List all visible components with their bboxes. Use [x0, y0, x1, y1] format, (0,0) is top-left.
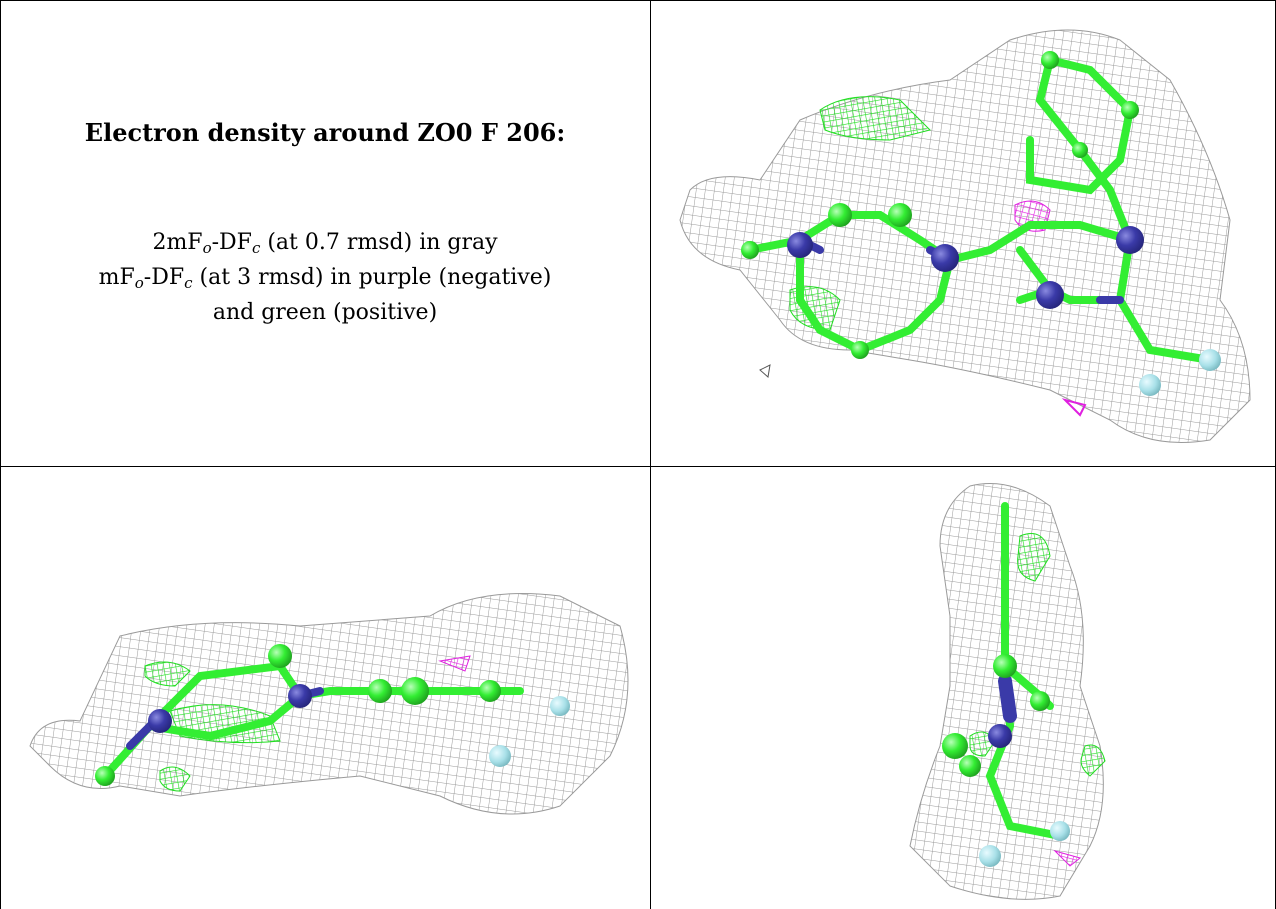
atom-carbon	[828, 203, 852, 227]
legend-line-fofc: mFo-DFc (at 3 rmsd) in purple (negative)	[98, 265, 552, 292]
table-rule	[650, 0, 651, 909]
density-render-3	[909, 483, 1106, 900]
density-view-end	[650, 466, 1276, 909]
atom-carbon	[959, 755, 981, 777]
positive-density-blob	[1017, 533, 1051, 582]
atom-carbon	[1041, 51, 1059, 69]
table-rule	[0, 0, 1276, 1]
atom-carbon	[401, 677, 429, 705]
atom-carbon	[1072, 142, 1088, 158]
atom-carbon	[1030, 691, 1050, 711]
table-rule	[0, 0, 1, 909]
atom-carbon	[368, 679, 392, 703]
atom-carbon	[268, 644, 292, 668]
density-render-2	[29, 593, 629, 815]
atom-carbon	[942, 733, 968, 759]
atom-carbon	[851, 341, 869, 359]
mesh-2fofc	[679, 29, 1251, 443]
atom-nitrogen	[1116, 226, 1144, 254]
figure-title: Electron density around ZO0 F 206:	[84, 118, 566, 147]
atom-carbon	[479, 680, 501, 702]
negative-density-blob	[438, 655, 471, 672]
legend-line-2fofc: 2mFo-DFc (at 0.7 rmsd) in gray	[152, 230, 498, 257]
legend-description: 2mFo-DFc (at 0.7 rmsd) in gray mFo-DFc (…	[0, 228, 650, 328]
mesh-2fofc	[29, 593, 629, 815]
atom-carbon	[993, 654, 1017, 678]
atom-fluorine	[979, 845, 1001, 867]
legend-panel: Electron density around ZO0 F 206: 2mFo-…	[0, 0, 650, 466]
density-view-top	[650, 0, 1276, 466]
atom-fluorine	[1139, 374, 1161, 396]
positive-density-blob	[144, 661, 191, 687]
atom-carbon	[95, 766, 115, 786]
density-render-1	[679, 29, 1251, 443]
density-view-side	[0, 466, 650, 909]
atom-nitrogen	[787, 232, 813, 258]
positive-density-blob	[1080, 744, 1106, 777]
positive-density-blob	[819, 96, 931, 141]
atom-carbon	[1121, 101, 1139, 119]
atom-fluorine	[550, 696, 570, 716]
atom-fluorine	[1199, 349, 1221, 371]
atom-nitrogen	[1036, 281, 1064, 309]
atom-carbon	[888, 203, 912, 227]
table-rule	[0, 466, 1276, 467]
atom-nitrogen	[931, 244, 959, 272]
negative-density-blob	[1061, 398, 1087, 417]
legend-line-colors: and green (positive)	[212, 300, 438, 325]
atom-carbon	[741, 241, 759, 259]
atom-fluorine	[1050, 821, 1070, 841]
atom-fluorine	[489, 745, 511, 767]
atom-nitrogen	[148, 709, 172, 733]
atom-nitrogen	[288, 684, 312, 708]
negative-density-blob	[1053, 850, 1082, 867]
positive-density-blob	[159, 766, 191, 792]
atom-nitrogen	[988, 724, 1012, 748]
